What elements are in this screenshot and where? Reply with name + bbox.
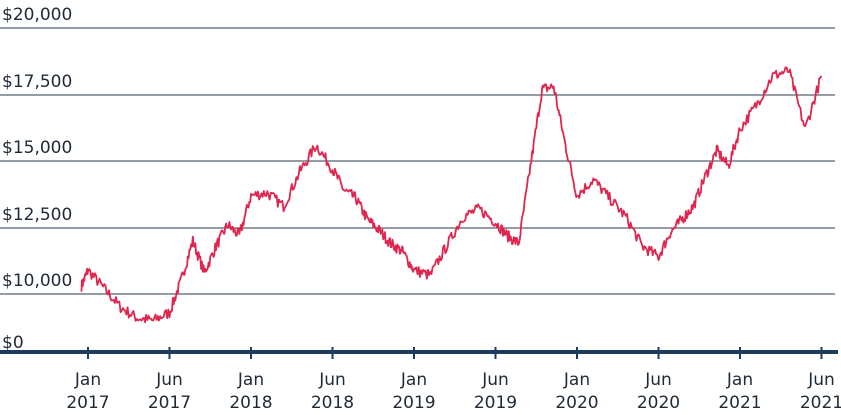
x-tick-label-year: 2017 [66, 393, 109, 413]
x-tick-label-year: 2021 [800, 393, 841, 413]
series-line [80, 66, 823, 324]
x-tick-label-year: 2020 [555, 393, 598, 413]
x-tick-label-month: Jun [318, 370, 346, 390]
x-tick-label-year: 2017 [148, 393, 191, 413]
x-tick-label-month: Jan [726, 370, 753, 390]
x-tick-label-year: 2020 [637, 393, 680, 413]
y-tick-label: $20,000 [2, 5, 72, 25]
series-layer [80, 66, 823, 324]
x-tick-label-month: Jun [807, 370, 835, 390]
x-axis-tick-labels: Jan 2017 Jun 2017 Jan 2018 Jun 2018 Jan 2019 Jun 20… [66, 370, 841, 413]
x-tick-label-month: Jan [563, 370, 590, 390]
gridlines [0, 27, 835, 295]
y-tick-label: $12,500 [2, 205, 72, 225]
x-tick-label-month: Jun [155, 370, 183, 390]
x-tick-label-year: 2018 [229, 393, 272, 413]
x-tick-label-month: Jan [74, 370, 101, 390]
x-tick-label-year: 2019 [474, 393, 517, 413]
y-tick-label: $0 [2, 333, 24, 353]
x-tick-label-month: Jun [644, 370, 672, 390]
x-tick-label-month: Jan [400, 370, 427, 390]
x-tick-label-year: 2019 [392, 393, 435, 413]
x-tick-label-year: 2021 [718, 393, 761, 413]
y-axis-tick-labels: $0 $10,000 $12,500 $15,000 $17,500 $20,000 [2, 5, 72, 353]
y-tick-label: $17,500 [2, 72, 72, 92]
y-tick-label: $10,000 [2, 271, 72, 291]
x-tick-label-month: Jan [237, 370, 264, 390]
x-tick-label-year: 2018 [311, 393, 354, 413]
x-axis [0, 347, 838, 359]
x-tick-label-month: Jun [481, 370, 509, 390]
y-tick-label: $15,000 [2, 138, 72, 158]
